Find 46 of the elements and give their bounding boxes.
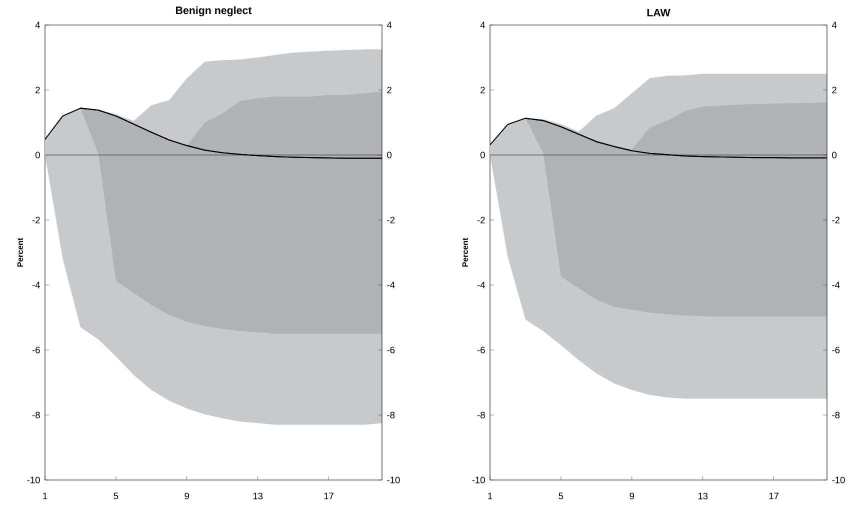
y2-tick-label: 2 [387, 86, 392, 94]
y-tick-label: 2 [480, 86, 485, 94]
y2-tick-label: -10 [387, 476, 400, 484]
y2-tick-label: 0 [832, 152, 837, 158]
y2-tick-label: -4 [832, 282, 840, 288]
y-tick-label: -10 [472, 476, 485, 484]
x-tick-label: 5 [558, 492, 564, 500]
y2-tick-label: -10 [832, 476, 845, 484]
y-tick-label: -2 [477, 216, 485, 224]
y2-tick-label: -4 [387, 282, 395, 288]
chart-title: Benign neglect [176, 6, 252, 16]
y-tick-label: -6 [32, 346, 40, 354]
x-tick-label: 17 [769, 492, 779, 500]
y2-tick-label: -8 [832, 412, 840, 418]
y-tick-label: -10 [27, 476, 40, 484]
y-axis-title: Percent [17, 238, 23, 267]
x-tick-label: 17 [324, 492, 334, 500]
x-tick-label: 13 [253, 492, 263, 500]
y-tick-label: 0 [480, 152, 485, 158]
y2-tick-label: -6 [832, 346, 840, 354]
y2-tick-label: -8 [387, 412, 395, 418]
x-tick-label: 5 [114, 492, 118, 500]
x-tick-label: 1 [43, 492, 48, 500]
x-tick-label: 9 [630, 492, 634, 500]
y-tick-label: -8 [32, 412, 40, 418]
y2-tick-label: -6 [387, 346, 395, 354]
y2-tick-label: 4 [386, 22, 392, 28]
y2-tick-label: 2 [832, 86, 836, 94]
y-tick-label: 4 [35, 22, 40, 28]
y-tick-label: -2 [32, 216, 40, 224]
y-tick-label: 2 [36, 86, 40, 94]
y2-tick-label: 4 [832, 22, 837, 28]
y-tick-label: -4 [477, 282, 486, 288]
x-tick-label: 1 [488, 492, 492, 500]
x-tick-label: 9 [184, 492, 190, 500]
y-axis-title: Percent [462, 238, 468, 267]
y-tick-label: -6 [477, 346, 485, 354]
y-tick-label: 4 [480, 22, 486, 28]
x-tick-label: 13 [698, 492, 708, 500]
y2-tick-label: 0 [387, 152, 392, 158]
y-tick-label: 0 [35, 152, 40, 158]
y2-tick-label: -2 [387, 216, 395, 224]
chart-title: LAW [647, 8, 670, 16]
y2-tick-label: -2 [832, 216, 840, 224]
y-tick-label: -4 [32, 282, 40, 288]
y-tick-label: -8 [477, 412, 485, 418]
